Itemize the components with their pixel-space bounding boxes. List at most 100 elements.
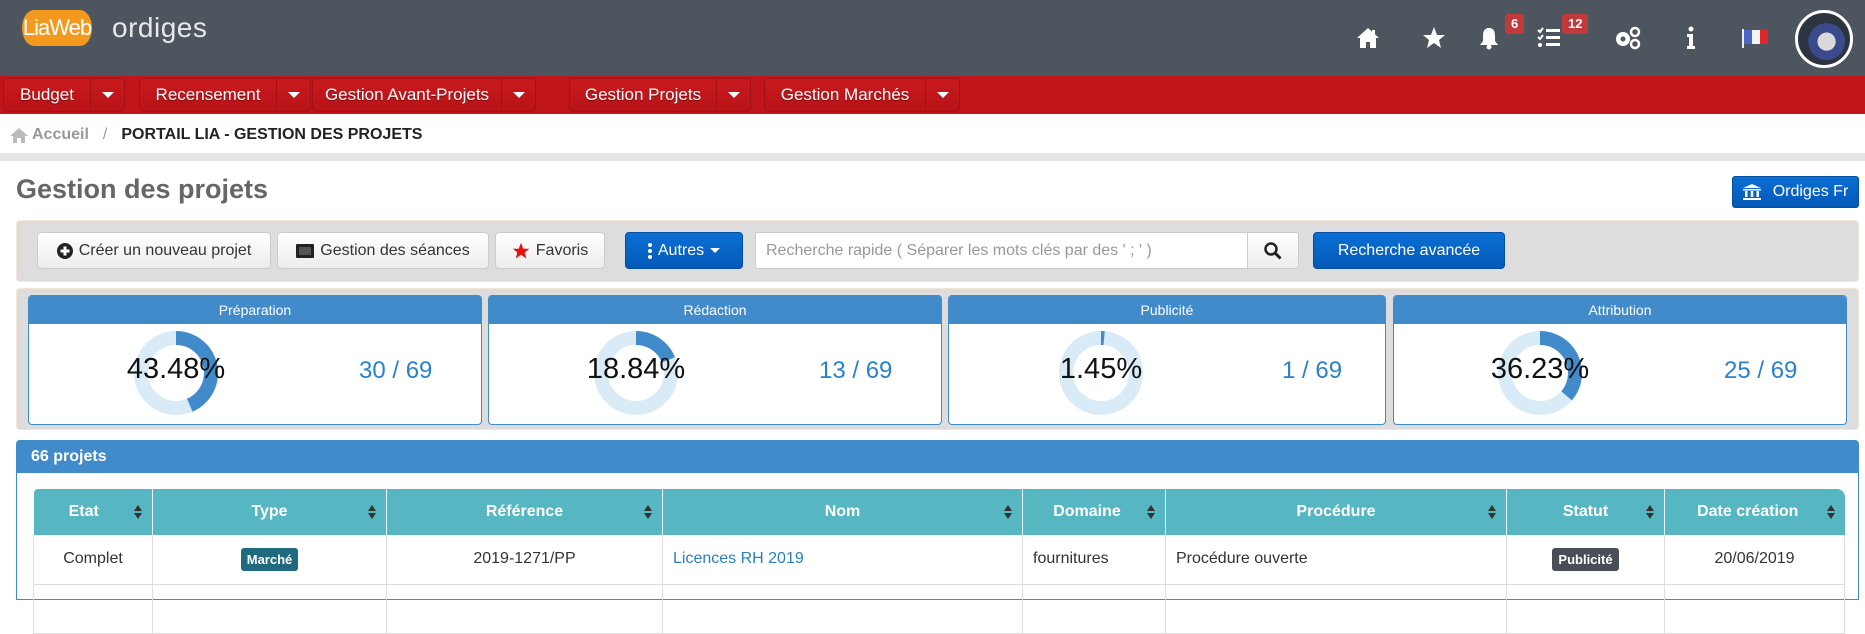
stat-card-preparation: Préparation 43.48% 30 / 69 (28, 295, 482, 425)
search-button[interactable] (1247, 232, 1299, 269)
nav-marches-dropdown[interactable] (925, 79, 959, 111)
liaweb-logo[interactable]: LiaWeb (22, 10, 92, 46)
tasks-icon[interactable] (1535, 24, 1563, 52)
nav-recensement-button[interactable]: Recensement (155, 85, 261, 104)
cell-procedure: Procédure ouverte (1165, 535, 1507, 585)
breadcrumb: Accueil / PORTAIL LIA - GESTION DES PROJ… (10, 122, 422, 148)
table-row[interactable] (33, 584, 1845, 634)
main-nav: Budget Recensement Gestion Avant-Projets… (0, 76, 1865, 114)
favoris-label: Favoris (535, 241, 589, 259)
tasks-badge: 12 (1562, 14, 1589, 34)
column-reference[interactable]: Référence (386, 489, 663, 535)
stat-ratio: 30 / 69 (359, 357, 433, 384)
info-icon[interactable] (1677, 24, 1705, 52)
favoris-button[interactable]: Favoris (495, 232, 605, 269)
breadcrumb-current: PORTAIL LIA - GESTION DES PROJETS (121, 126, 423, 143)
nav-budget-dropdown[interactable] (90, 79, 124, 111)
ordiges-brand[interactable]: ordiges (112, 12, 208, 43)
home-icon[interactable] (1354, 24, 1382, 52)
project-name-link[interactable]: Licences RH 2019 (673, 550, 804, 568)
autres-dropdown-button[interactable]: Autres (625, 232, 743, 269)
star-icon (512, 242, 530, 258)
nav-marches: Gestion Marchés (764, 78, 960, 112)
cell-type: Marché (152, 535, 387, 585)
nav-projets-button[interactable]: Gestion Projets (584, 85, 702, 104)
bell-icon[interactable] (1475, 24, 1503, 52)
sort-icon (1147, 505, 1155, 519)
column-procedure[interactable]: Procédure (1165, 489, 1507, 535)
stat-ratio: 25 / 69 (1724, 357, 1798, 384)
nav-recensement-dropdown[interactable] (276, 79, 310, 111)
caret-down-icon (727, 92, 740, 98)
column-etat[interactable]: Etat (33, 489, 153, 535)
breadcrumb-home-label[interactable]: Accueil (32, 126, 89, 143)
sort-icon (368, 505, 376, 519)
top-bar: LiaWeb ordiges 6 12 (0, 0, 1865, 76)
divider (0, 153, 1865, 161)
seances-button[interactable]: Gestion des séances (277, 232, 489, 269)
ordiges-fr-button[interactable]: Ordiges Fr (1732, 176, 1859, 208)
stat-card-title: Publicité (949, 296, 1385, 324)
quick-search-input[interactable] (755, 232, 1248, 269)
projects-panel: 66 projets Etat Type Référence Nom Domai… (16, 440, 1859, 634)
search-icon (1264, 241, 1282, 260)
caret-down-icon (287, 92, 300, 98)
nav-avant-projets-dropdown[interactable] (501, 79, 535, 111)
sort-icon (1646, 505, 1654, 519)
table-header-row: Etat Type Référence Nom Domaine Procédur… (33, 489, 1845, 535)
cogs-icon[interactable] (1614, 24, 1642, 52)
autres-label: Autres (657, 241, 705, 259)
nav-budget-button[interactable]: Budget (20, 85, 74, 104)
star-icon[interactable] (1420, 24, 1448, 52)
create-project-label: Créer un nouveau projet (78, 241, 252, 259)
cell-date: 20/06/2019 (1664, 535, 1845, 585)
donut-chart (134, 331, 218, 415)
sort-icon (134, 505, 142, 519)
presentation-icon (296, 243, 315, 258)
stat-card-title: Attribution (1394, 296, 1846, 324)
caret-down-icon (710, 248, 721, 253)
stat-percent: 18.84% (586, 353, 686, 385)
create-project-button[interactable]: Créer un nouveau projet (37, 232, 271, 269)
status-badge: Publicité (1552, 547, 1619, 571)
advanced-search-label: Recherche avancée (1337, 241, 1481, 259)
institution-icon (1742, 184, 1761, 200)
sort-icon (644, 505, 652, 519)
column-type[interactable]: Type (152, 489, 387, 535)
nav-marches-button[interactable]: Gestion Marchés (780, 85, 910, 104)
user-avatar[interactable] (1795, 10, 1853, 68)
seances-label: Gestion des séances (320, 241, 470, 259)
caret-down-icon (101, 92, 114, 98)
projects-table: Etat Type Référence Nom Domaine Procédur… (33, 489, 1845, 634)
table-row[interactable]: Complet Marché 2019-1271/PP Licences RH … (33, 535, 1845, 585)
nav-budget: Budget (3, 78, 125, 112)
stat-card-publicite: Publicité 1.45% 1 / 69 (948, 295, 1386, 425)
column-nom[interactable]: Nom (662, 489, 1023, 535)
nav-avant-projets-button[interactable]: Gestion Avant-Projets (324, 85, 490, 104)
type-badge: Marché (240, 547, 299, 571)
stat-percent: 36.23% (1490, 353, 1590, 385)
page-title: Gestion des projets (16, 174, 269, 204)
advanced-search-button[interactable]: Recherche avancée (1313, 232, 1505, 269)
cell-domaine: fournitures (1022, 535, 1166, 585)
column-domaine[interactable]: Domaine (1022, 489, 1166, 535)
stat-card-attribution: Attribution 36.23% 25 / 69 (1393, 295, 1847, 425)
stat-ratio: 13 / 69 (819, 357, 893, 384)
breadcrumb-home[interactable]: Accueil (10, 126, 89, 144)
sort-icon (1004, 505, 1012, 519)
nav-projets-dropdown[interactable] (716, 79, 750, 111)
sort-icon (1488, 505, 1496, 519)
cell-reference: 2019-1271/PP (386, 535, 663, 585)
column-statut[interactable]: Statut (1506, 489, 1665, 535)
nav-avant-projets: Gestion Avant-Projets (312, 78, 536, 112)
french-flag-icon[interactable] (1742, 24, 1770, 52)
stat-ratio: 1 / 69 (1282, 357, 1343, 384)
nav-recensement: Recensement (139, 78, 311, 112)
donut-chart (1498, 331, 1582, 415)
stat-card-title: Rédaction (489, 296, 941, 324)
notifications-badge: 6 (1505, 14, 1525, 34)
column-date-creation[interactable]: Date création (1664, 489, 1845, 535)
plus-circle-icon (56, 242, 73, 259)
projects-count: 66 projets (17, 441, 1858, 473)
breadcrumb-separator: / (102, 126, 108, 143)
